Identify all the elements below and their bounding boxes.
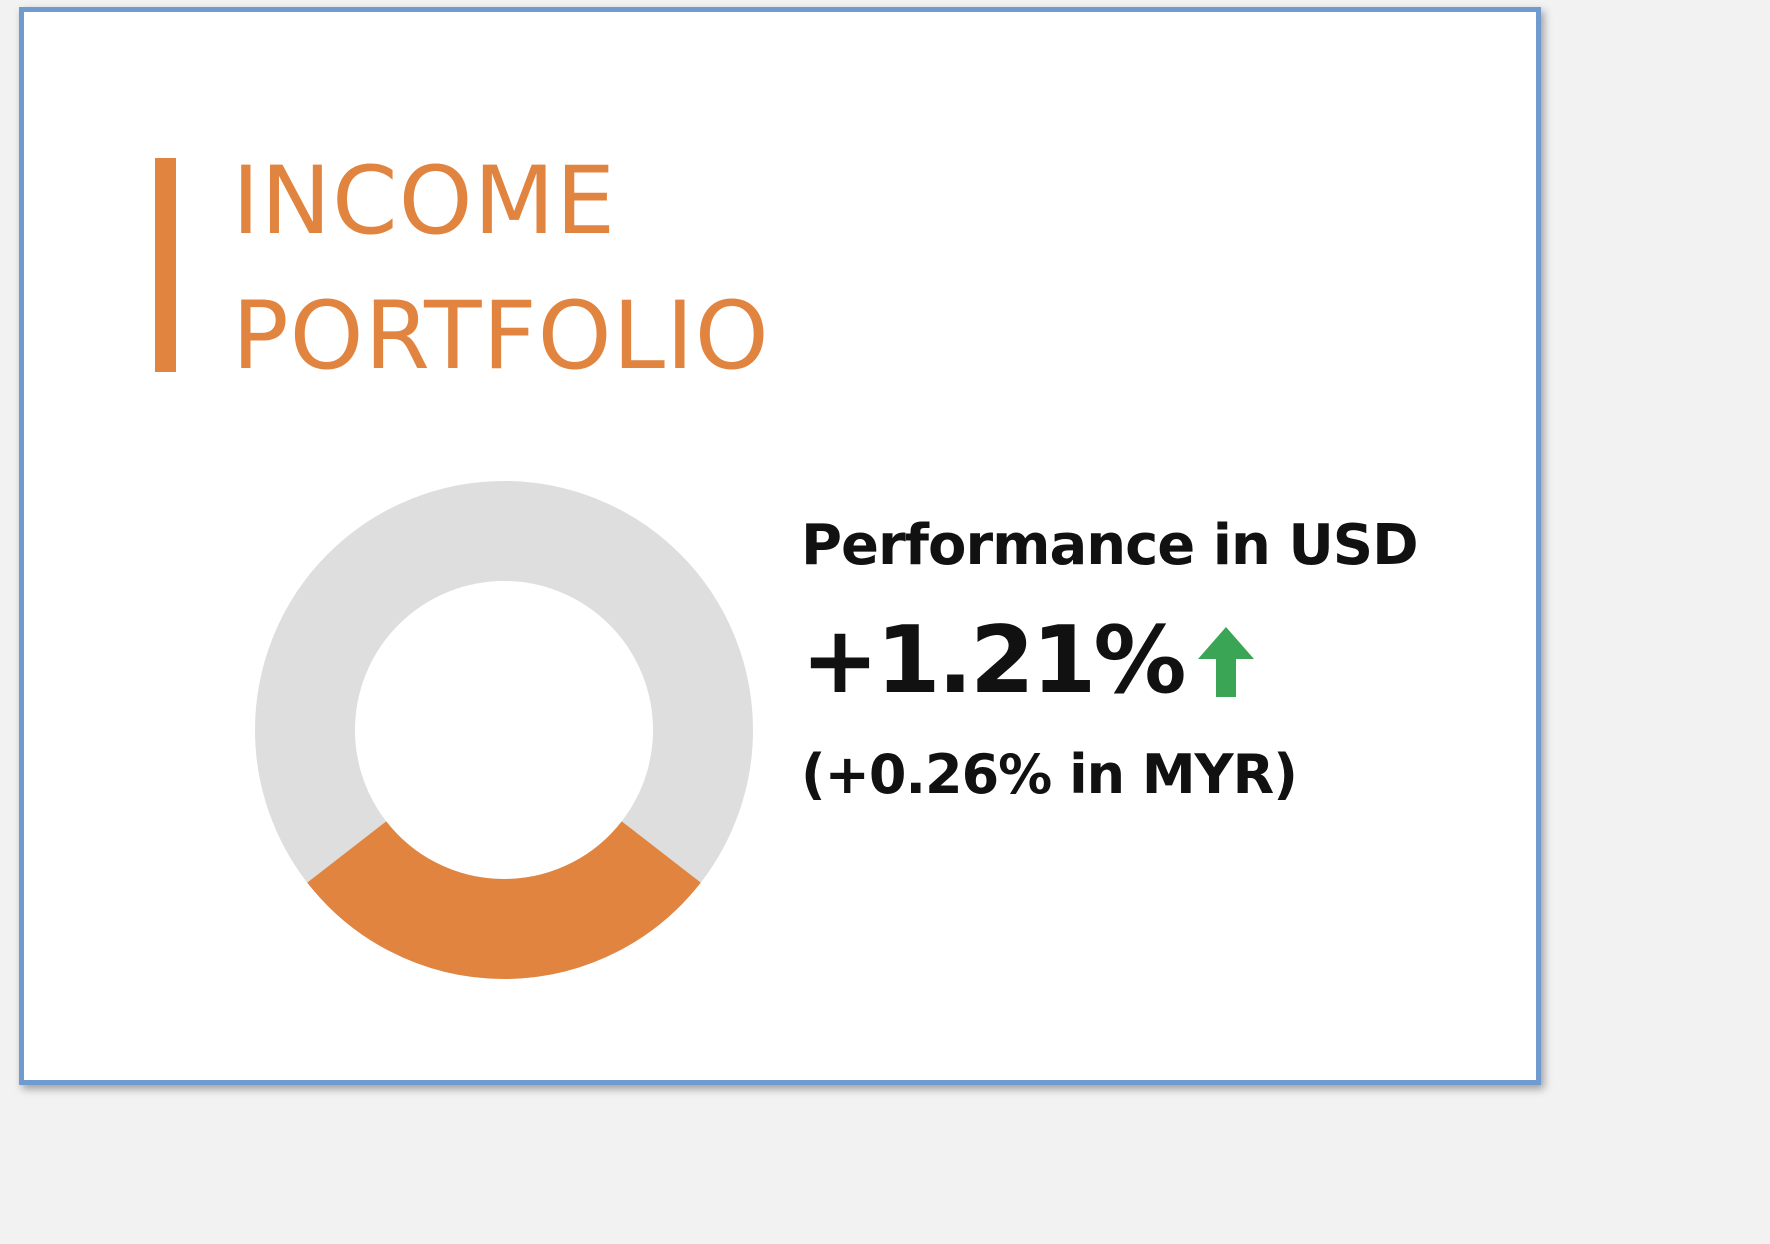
title-line-portfolio: PORTFOLIO bbox=[232, 282, 770, 391]
performance-value: +1.21% bbox=[801, 606, 1187, 714]
title-line-income: INCOME bbox=[232, 147, 617, 256]
portfolio-card: INCOME PORTFOLIO Performance in USD +1.2… bbox=[19, 7, 1541, 1085]
donut-highlight-segment bbox=[307, 820, 701, 979]
performance-label: Performance in USD bbox=[801, 513, 1419, 578]
page: INCOME PORTFOLIO Performance in USD +1.2… bbox=[19, 7, 1541, 1085]
performance-secondary-value: (+0.26% in MYR) bbox=[801, 743, 1298, 806]
up-arrow-icon bbox=[1197, 627, 1254, 697]
donut-chart bbox=[255, 481, 753, 979]
performance-value-row: +1.21% bbox=[801, 614, 1256, 724]
title-accent-bar bbox=[155, 158, 176, 372]
